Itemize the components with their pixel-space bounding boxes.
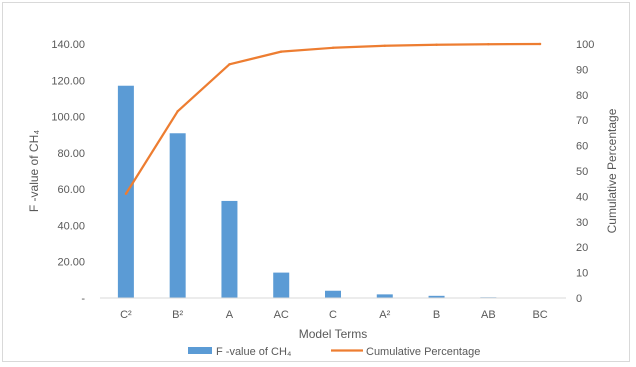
line-point xyxy=(228,63,231,66)
line-point xyxy=(487,43,490,46)
y2-tick-label: 30 xyxy=(576,217,588,229)
y2-tick-label: 90 xyxy=(576,64,588,76)
y-axis-right-title: Cumulative Percentage xyxy=(605,108,619,233)
line-point xyxy=(124,192,128,196)
x-tick-label: C² xyxy=(120,309,132,321)
y-axis-right: 0 10 20 30 40 50 60 70 80 90 100 xyxy=(576,39,594,305)
line-point xyxy=(383,44,386,47)
legend-bar-label: F -value of CH₄ xyxy=(216,346,292,358)
y2-tick-label: 40 xyxy=(576,191,588,203)
x-tick-label: AC xyxy=(274,309,289,321)
bar xyxy=(169,133,186,298)
bar-series xyxy=(117,85,549,299)
y-tick-label: 40.00 xyxy=(57,220,85,232)
y-tick-label: - xyxy=(81,293,85,305)
y2-tick-label: 70 xyxy=(576,115,588,127)
x-tick-label: B xyxy=(433,309,440,321)
line-point xyxy=(331,46,335,50)
legend: F -value of CH₄ Cumulative Percentage xyxy=(188,346,480,358)
x-tick-label: C xyxy=(329,309,337,321)
x-axis-title: Model Terms xyxy=(299,327,367,341)
y2-tick-label: 100 xyxy=(576,39,594,51)
x-tick-label: B² xyxy=(172,309,183,321)
y-tick-label: 20.00 xyxy=(57,257,85,269)
x-tick-label: A xyxy=(226,309,234,321)
y2-tick-label: 10 xyxy=(576,268,588,280)
line-point xyxy=(176,110,179,113)
legend-bar-swatch xyxy=(188,347,212,354)
bar xyxy=(428,295,445,298)
y-tick-label: 60.00 xyxy=(57,184,85,196)
y-tick-label: 80.00 xyxy=(57,148,85,160)
y2-tick-label: 50 xyxy=(576,166,588,178)
y2-tick-label: 60 xyxy=(576,141,588,153)
line-point xyxy=(280,50,283,53)
x-axis: C² B² A AC C A² B AB BC xyxy=(100,297,566,321)
y-axis-left: - 20.00 40.00 60.00 80.00 100.00 120.00 140.00 xyxy=(51,39,85,305)
line-series xyxy=(124,42,542,196)
y-tick-label: 100.00 xyxy=(51,112,85,124)
bar xyxy=(325,290,341,298)
y2-tick-label: 80 xyxy=(576,90,588,102)
x-tick-label: BC xyxy=(532,309,547,321)
x-tick-label: AB xyxy=(481,309,496,321)
y-tick-label: 140.00 xyxy=(51,39,85,51)
bar xyxy=(376,294,393,298)
cumulative-line xyxy=(124,42,541,195)
bar xyxy=(273,272,290,298)
y-tick-label: 120.00 xyxy=(51,75,85,87)
y2-tick-label: 20 xyxy=(576,242,588,254)
x-tick-label: A² xyxy=(379,309,390,321)
chart-area xyxy=(2,2,630,362)
bar xyxy=(221,200,238,298)
legend-line-label: Cumulative Percentage xyxy=(366,346,480,358)
line-point xyxy=(538,42,542,46)
y2-tick-label: 0 xyxy=(576,293,582,305)
line-point xyxy=(435,43,438,46)
y-axis-left-title: F -value of CH₄ xyxy=(27,130,41,212)
